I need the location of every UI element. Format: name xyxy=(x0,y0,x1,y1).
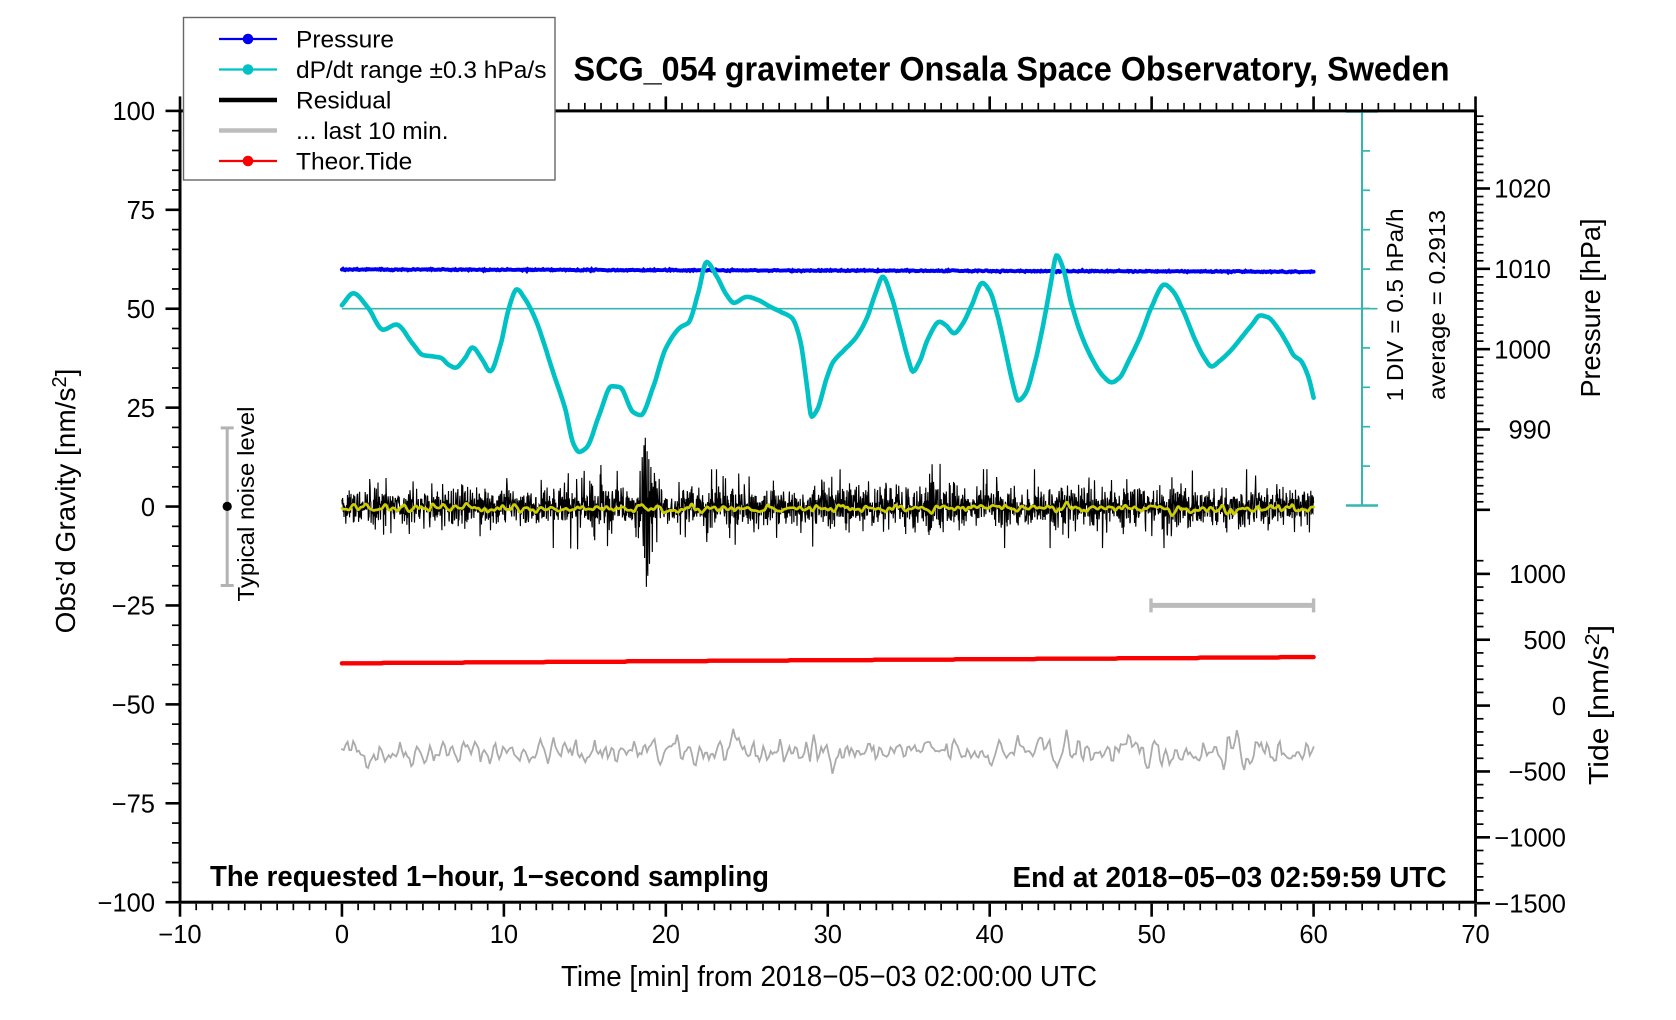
svg-text:−500: −500 xyxy=(1509,759,1566,787)
svg-text:average = 0.2913: average = 0.2913 xyxy=(1424,210,1450,400)
svg-text:10: 10 xyxy=(490,921,518,949)
svg-text:Pressure: Pressure xyxy=(296,27,394,54)
svg-text:100: 100 xyxy=(112,98,155,126)
svg-text:50: 50 xyxy=(127,296,155,324)
svg-text:1010: 1010 xyxy=(1494,256,1551,284)
svg-text:30: 30 xyxy=(814,921,842,949)
svg-text:75: 75 xyxy=(127,197,155,225)
svg-text:60: 60 xyxy=(1299,921,1327,949)
svg-text:0: 0 xyxy=(141,494,155,522)
svg-text:20: 20 xyxy=(652,921,680,949)
svg-text:−1500: −1500 xyxy=(1494,890,1566,918)
svg-text:40: 40 xyxy=(976,921,1004,949)
svg-text:50: 50 xyxy=(1137,921,1165,949)
svg-text:−50: −50 xyxy=(112,692,155,720)
svg-text:70: 70 xyxy=(1461,921,1489,949)
svg-text:... last 10 min.: ... last 10 min. xyxy=(296,118,449,145)
svg-text:1000: 1000 xyxy=(1494,336,1551,364)
svg-text:1 DIV = 0.5 hPa/h: 1 DIV = 0.5 hPa/h xyxy=(1382,209,1408,402)
svg-text:Time [min] from 2018−05−03 02:: Time [min] from 2018−05−03 02:00:00 UTC xyxy=(561,961,1097,993)
svg-text:The requested 1−hour, 1−second: The requested 1−hour, 1−second sampling xyxy=(210,861,769,893)
svg-text:Theor.Tide: Theor.Tide xyxy=(296,149,412,176)
svg-text:−1000: −1000 xyxy=(1494,825,1566,853)
svg-text:SCG_054 gravimeter Onsala Spac: SCG_054 gravimeter Onsala Space Observat… xyxy=(574,51,1450,89)
svg-text:Residual: Residual xyxy=(296,88,391,115)
svg-text:−75: −75 xyxy=(112,790,155,818)
svg-text:−25: −25 xyxy=(112,593,155,621)
svg-text:−100: −100 xyxy=(98,889,155,917)
svg-text:Tide [nm/s2]: Tide [nm/s2] xyxy=(1582,625,1614,785)
svg-text:990: 990 xyxy=(1508,417,1551,445)
svg-text:Pressure [hPa]: Pressure [hPa] xyxy=(1575,219,1606,398)
svg-text:Typical noise level: Typical noise level xyxy=(233,407,259,602)
svg-text:25: 25 xyxy=(127,395,155,423)
svg-text:1000: 1000 xyxy=(1509,561,1566,589)
svg-text:0: 0 xyxy=(335,921,349,949)
svg-text:End at 2018−05−03 02:59:59 UTC: End at 2018−05−03 02:59:59 UTC xyxy=(1013,862,1447,894)
svg-text:500: 500 xyxy=(1523,627,1566,655)
svg-text:dP/dt range ±0.3 hPa/s: dP/dt range ±0.3 hPa/s xyxy=(296,57,546,84)
svg-text:−10: −10 xyxy=(158,921,201,949)
svg-text:0: 0 xyxy=(1552,693,1566,721)
svg-text:1020: 1020 xyxy=(1494,176,1551,204)
svg-text:Obs’d Gravity [nm/s2]: Obs’d Gravity [nm/s2] xyxy=(49,369,81,634)
